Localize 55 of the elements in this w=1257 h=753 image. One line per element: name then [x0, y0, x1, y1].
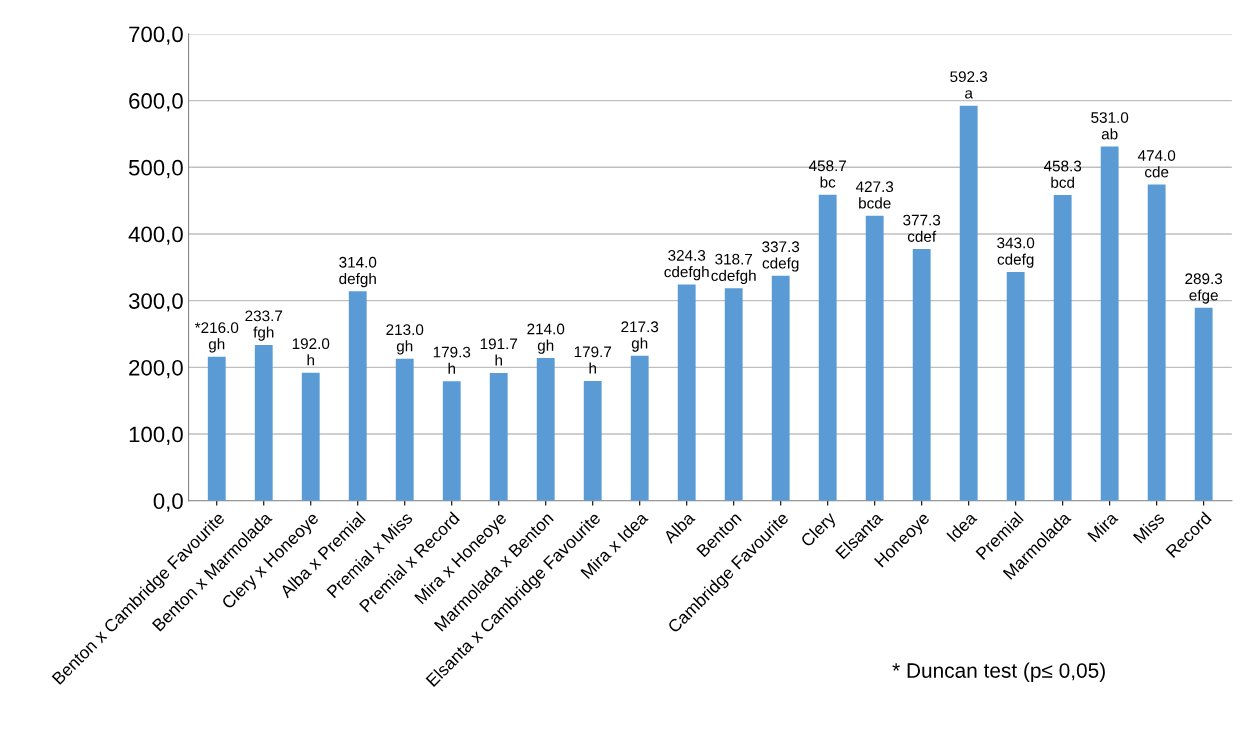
data-label: 314.0 defgh — [339, 256, 377, 288]
data-label: 337.3 cdefg — [762, 241, 800, 272]
y-tick-label: 600,0 — [129, 93, 183, 112]
bar — [583, 380, 602, 501]
data-label: 427.3 bcde — [855, 181, 894, 209]
bar — [1194, 307, 1213, 501]
bar — [630, 355, 649, 501]
bar — [348, 291, 367, 501]
y-tick-label: 300,0 — [128, 293, 183, 312]
bar — [959, 105, 978, 501]
data-label: *216.0 gh — [194, 322, 239, 353]
data-label: 217.3 gh — [621, 321, 659, 352]
data-label: 179.3 h — [433, 346, 471, 374]
y-tick-label: 400,0 — [128, 226, 183, 245]
data-label: 214.0 gh — [527, 323, 565, 354]
bar — [536, 358, 555, 501]
bar — [724, 288, 743, 501]
data-label: 343.0 cdefg — [997, 237, 1035, 268]
data-label: 531.0 ab — [1091, 112, 1129, 140]
data-label: 179.7 h — [574, 346, 612, 374]
bar — [677, 284, 696, 501]
data-label: 324.3 cdefgh — [664, 249, 709, 281]
data-label: 458.3 bcd — [1043, 160, 1082, 188]
data-label: 191.7 h — [480, 338, 518, 366]
y-tick-label: 500,0 — [128, 159, 183, 179]
data-label: 233.7 fgh — [245, 310, 283, 341]
y-tick-label: 200,0 — [129, 359, 183, 379]
text: * Duncan test (p≤ 0,05) — [892, 662, 1105, 683]
x-tick-label: Alba — [662, 510, 696, 545]
bar — [865, 215, 884, 501]
bar — [207, 356, 226, 501]
bar — [1147, 184, 1166, 501]
bar — [818, 194, 837, 501]
data-label: 458.7 bc — [808, 160, 847, 188]
data-label: 377.3 cdef — [903, 214, 941, 242]
data-label: 474.0 cde — [1137, 150, 1176, 178]
bar — [1006, 271, 1025, 501]
bar — [301, 372, 320, 501]
y-tick-label: 700,0 — [129, 26, 183, 45]
data-label: 192.0 h — [292, 338, 330, 366]
y-tick-label: 0,0 — [153, 493, 183, 512]
data-label: 318.7 cdefgh — [711, 253, 756, 285]
bar — [771, 275, 790, 501]
bar — [395, 358, 414, 501]
data-label: 592.3 a — [950, 71, 988, 99]
bar — [1100, 146, 1119, 501]
x-tick-label: Mira — [1086, 510, 1119, 543]
data-label: 213.0 gh — [386, 324, 424, 355]
bar — [1053, 195, 1072, 501]
bar — [489, 372, 508, 501]
y-tick-label: 100,0 — [129, 426, 183, 445]
data-label: 289.3 efge — [1185, 273, 1223, 304]
bar — [912, 249, 931, 501]
bar — [442, 381, 461, 501]
bar — [254, 344, 273, 501]
